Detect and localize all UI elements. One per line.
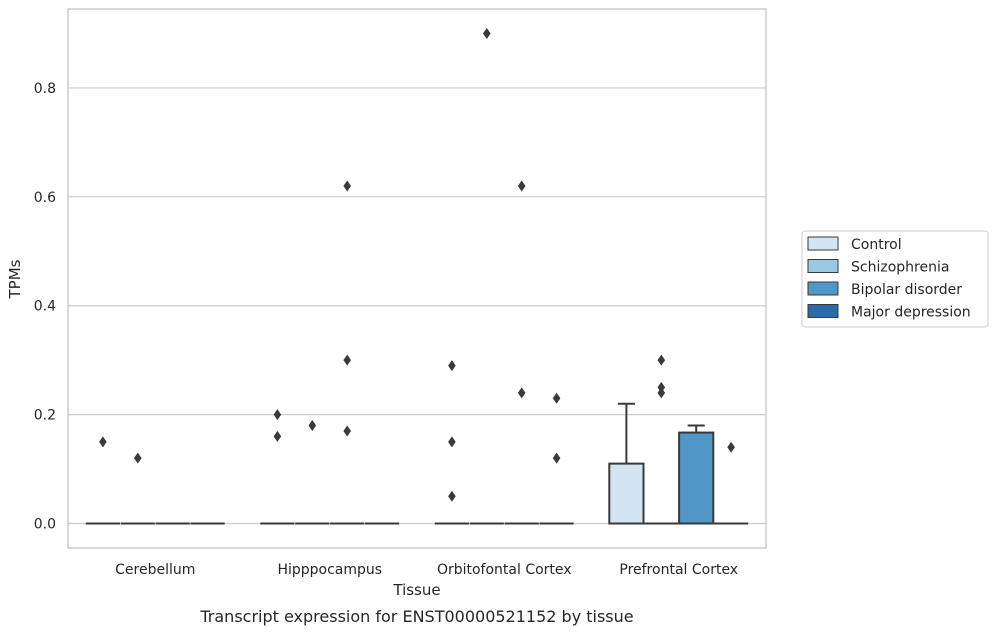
y-tick-label: 0.2: [34, 408, 56, 424]
y-tick-labels: 0.0 0.2 0.4 0.6 0.8: [34, 81, 56, 533]
y-axis-label: TPMs: [6, 259, 24, 299]
x-tick-label: Hipppocampus: [277, 562, 382, 578]
legend-label: Bipolar disorder: [851, 282, 962, 298]
legend-frame: [801, 230, 989, 328]
outlier-point: [727, 441, 735, 453]
outlier-point: [517, 387, 526, 399]
plot-area-frame: [67, 8, 767, 549]
x-tick-label: Orbitofontal Cortex: [437, 562, 572, 578]
x-tick-label: Prefrontal Cortex: [619, 562, 738, 578]
outlier-point: [343, 425, 351, 437]
outlier-point: [552, 452, 561, 464]
outlier-point: [308, 420, 317, 431]
box-body: [678, 431, 715, 525]
box-series-layer: [85, 402, 749, 525]
y-tick-label: 0.6: [34, 190, 56, 206]
outlier-point: [273, 409, 282, 421]
legend-label: Control: [851, 237, 902, 253]
legend-items: Control Schizophrenia Bipolar disorder Majo…: [807, 236, 971, 321]
box-control: [608, 402, 645, 525]
x-axis-label: Tissue: [392, 581, 440, 599]
y-tick-label: 0.8: [34, 81, 56, 97]
grid-lines: [68, 87, 766, 525]
outlier-layer: [99, 28, 735, 502]
outlier-point: [134, 452, 142, 464]
outlier-point: [517, 180, 526, 192]
outlier-point: [483, 28, 491, 39]
legend-swatch: [807, 259, 839, 273]
outlier-point: [448, 436, 456, 448]
outlier-point: [448, 490, 456, 502]
legend-label: Schizophrenia: [851, 260, 949, 276]
legend: Control Schizophrenia Bipolar disorder Majo…: [801, 230, 989, 328]
outlier-point: [552, 392, 561, 404]
box-bipolar-disorder: [678, 424, 715, 525]
chart-caption: Transcript expression for ENST0000052115…: [199, 607, 633, 626]
y-tick-label: 0.0: [34, 517, 56, 533]
legend-swatch: [807, 236, 839, 251]
y-tick-label: 0.4: [34, 299, 56, 315]
outlier-point: [657, 354, 666, 366]
outlier-point: [99, 436, 107, 448]
outlier-point: [448, 360, 456, 372]
legend-label: Major depression: [851, 305, 971, 321]
legend-swatch: [807, 304, 839, 318]
legend-swatch: [807, 281, 839, 296]
x-tick-labels: Cerebellum Hipppocampus Orbitofontal Corte…: [115, 562, 738, 578]
outlier-point: [343, 180, 351, 192]
outlier-point: [273, 430, 282, 442]
x-tick-label: Cerebellum: [115, 562, 195, 578]
outlier-point: [343, 354, 351, 366]
box-body: [608, 462, 645, 525]
outlier-point: [657, 387, 666, 399]
